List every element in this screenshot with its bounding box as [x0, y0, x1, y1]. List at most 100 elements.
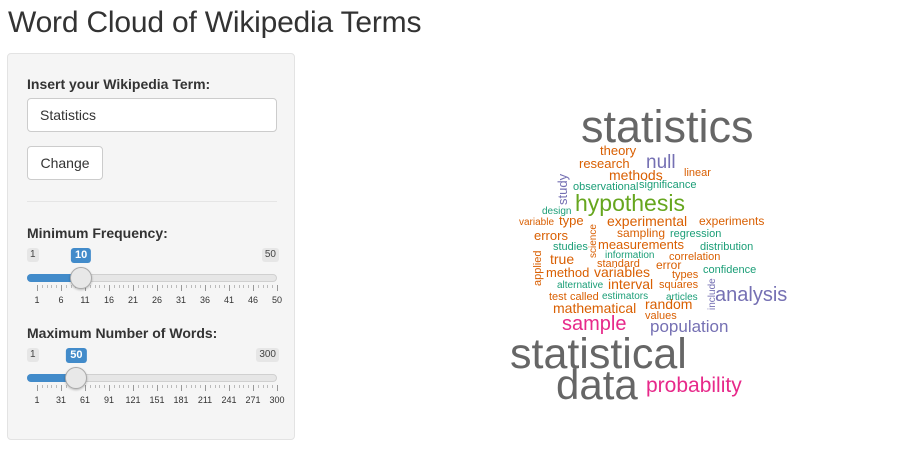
slider-minor-tick	[176, 285, 178, 288]
slider-tick-label: 241	[221, 395, 237, 405]
slider-tick-label: 11	[80, 295, 90, 305]
slider-tick-label: 6	[58, 295, 64, 305]
slider-minor-tick	[46, 285, 48, 288]
cloud-word: significance	[639, 179, 696, 191]
slider-minor-tick	[248, 285, 250, 288]
slider-major-tick	[229, 385, 230, 391]
max-words-slider[interactable]: 1 300 50 1 31 61 91 121 151 181 211 241 271 300	[27, 348, 285, 408]
slider-tick-label: 91	[103, 395, 115, 405]
cloud-word: study	[555, 173, 570, 205]
wikipedia-term-input[interactable]	[27, 98, 277, 132]
cloud-word: probability	[646, 374, 742, 397]
slider-minor-tick	[137, 385, 139, 388]
slider-major-tick	[205, 385, 206, 391]
slider-minor-tick	[233, 385, 235, 388]
slider-tick-label: 50	[271, 295, 283, 305]
slider-minor-tick	[171, 285, 173, 288]
cloud-word: experimental	[607, 213, 687, 229]
slider-minor-tick	[51, 385, 53, 388]
cloud-word: type	[559, 213, 584, 228]
slider-minor-tick	[243, 285, 245, 288]
slider-handle[interactable]	[65, 367, 88, 389]
slider-minor-tick	[65, 285, 67, 288]
cloud-word: mathematical	[553, 300, 636, 316]
slider-major-tick	[37, 385, 38, 391]
cloud-word: values	[645, 310, 677, 322]
slider-tick-label: 211	[197, 395, 213, 405]
slider-minor-tick	[161, 385, 163, 388]
sidebar-panel: Insert your Wikipedia Term: Change Minim…	[7, 53, 295, 440]
slider-minor-tick	[185, 285, 187, 288]
slider-max-value: 50	[261, 248, 279, 262]
slider-major-tick	[61, 385, 62, 391]
slider-minor-tick	[267, 285, 269, 288]
slider-major-tick	[85, 385, 86, 391]
slider-minor-tick	[272, 285, 274, 288]
slider-tick-label: 1	[34, 395, 40, 405]
slider-minor-tick	[233, 285, 235, 288]
max-words-label: Maximum Number of Words:	[27, 325, 218, 341]
cloud-word: errors	[534, 228, 568, 243]
slider-minor-tick	[195, 285, 197, 288]
slider-minor-tick	[46, 385, 48, 388]
cloud-word: distribution	[700, 241, 753, 253]
min-frequency-slider[interactable]: 1 50 10 1 6 11 16 21 26 31 36 41 46 50	[27, 248, 283, 308]
slider-tick-label: 31	[55, 395, 67, 405]
cloud-word: measurements	[598, 237, 684, 252]
slider-minor-tick	[94, 285, 96, 288]
slider-minor-tick	[128, 285, 130, 288]
slider-tick-label: 61	[79, 395, 91, 405]
slider-major-tick	[181, 385, 182, 391]
slider-minor-tick	[123, 285, 125, 288]
slider-minor-tick	[257, 285, 259, 288]
slider-major-tick	[229, 285, 230, 291]
slider-max-value: 300	[256, 348, 279, 362]
slider-major-tick	[133, 285, 134, 291]
cloud-word: data	[556, 361, 638, 408]
slider-minor-tick	[89, 285, 91, 288]
slider-minor-tick	[214, 385, 216, 388]
cloud-word: research	[579, 156, 630, 171]
slider-minor-tick	[262, 385, 264, 388]
cloud-word: variable	[519, 217, 554, 228]
slider-minor-tick	[209, 385, 211, 388]
slider-minor-tick	[41, 285, 43, 288]
cloud-word: information	[605, 250, 654, 261]
slider-major-tick	[277, 385, 278, 391]
slider-minor-tick	[262, 285, 264, 288]
slider-minor-tick	[51, 285, 53, 288]
slider-major-tick	[253, 385, 254, 391]
slider-fill	[27, 374, 77, 382]
slider-min-value: 1	[27, 248, 39, 262]
term-label: Insert your Wikipedia Term:	[27, 76, 211, 92]
slider-minor-tick	[147, 385, 149, 388]
slider-minor-tick	[238, 285, 240, 288]
slider-major-tick	[109, 385, 110, 391]
slider-minor-tick	[267, 385, 269, 388]
slider-handle[interactable]	[70, 267, 93, 289]
slider-major-tick	[157, 385, 158, 391]
slider-minor-tick	[56, 385, 58, 388]
cloud-word: include	[707, 278, 718, 310]
cloud-word: articles	[666, 292, 698, 303]
cloud-word: alternative	[557, 280, 604, 291]
slider-tick-label: 121	[125, 395, 141, 405]
cloud-word: interval	[608, 276, 653, 292]
cloud-word: linear	[684, 167, 711, 179]
slider-minor-tick	[104, 385, 106, 388]
cloud-word: variables	[594, 264, 650, 280]
cloud-word: theory	[600, 143, 637, 158]
slider-major-tick	[157, 285, 158, 291]
slider-minor-tick	[99, 285, 101, 288]
change-button[interactable]: Change	[27, 146, 103, 180]
slider-tick-label: 31	[175, 295, 187, 305]
slider-tick-label: 46	[247, 295, 259, 305]
slider-tick-label: 41	[223, 295, 235, 305]
slider-minor-tick	[257, 385, 259, 388]
cloud-word: random	[645, 296, 692, 312]
cloud-word: true	[550, 251, 574, 267]
slider-tick-label: 36	[199, 295, 211, 305]
divider	[27, 201, 277, 202]
cloud-word: sampling	[617, 226, 665, 240]
cloud-word: design	[542, 206, 571, 217]
